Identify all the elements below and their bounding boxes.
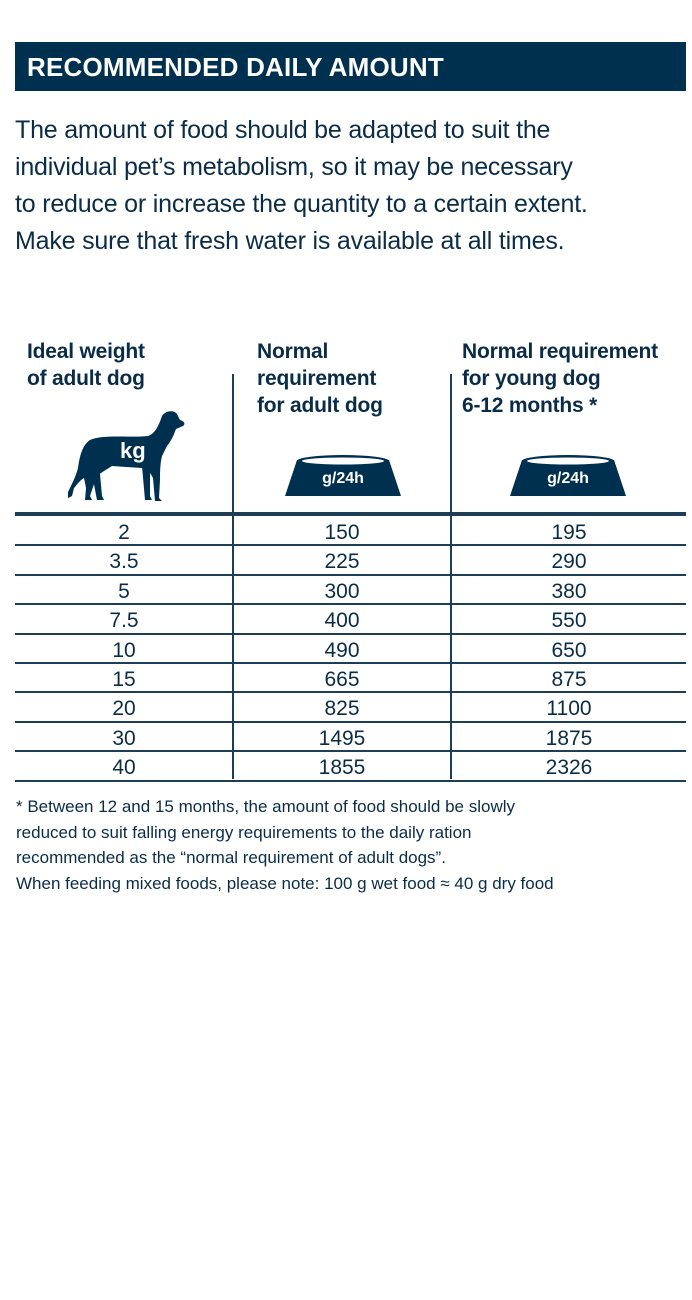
table-cell: 380 (551, 579, 587, 603)
intro-line: Make sure that fresh water is available … (15, 227, 565, 255)
table-cell: 1495 (318, 726, 366, 750)
row-divider (15, 691, 686, 694)
table-cell: 40 (112, 756, 136, 780)
header-line: for adult dog (257, 394, 383, 417)
section-header: RECOMMENDED DAILY AMOUNT (15, 42, 686, 91)
header-rule (15, 512, 686, 516)
row-divider (15, 750, 686, 753)
intro-text: The amount of food should be adapted to … (15, 112, 687, 260)
table-cell: 300 (324, 579, 360, 603)
table-cell: 665 (324, 668, 360, 691)
column-divider (450, 374, 452, 779)
column-header-weight: Ideal weight of adult dog (27, 338, 145, 392)
header-line: requirement (257, 367, 377, 390)
header-line: Ideal weight (27, 340, 145, 363)
header-line: of adult dog (27, 367, 145, 390)
row-divider (15, 632, 686, 635)
section-title: RECOMMENDED DAILY AMOUNT (27, 52, 444, 82)
table-cell: 195 (551, 521, 587, 544)
bowl-unit: g/24h (547, 470, 589, 487)
column-header-young: Normal requirement for young dog 6-12 mo… (462, 338, 658, 419)
footnote: * Between 12 and 15 months, the amount o… (16, 794, 686, 896)
header-line: for young dog (462, 367, 601, 390)
column-header-adult: Normal requirement for adult dog (257, 338, 383, 419)
row-divider (15, 662, 686, 664)
table-cell: 1100 (546, 697, 592, 721)
intro-line: individual pet’s metabolism, so it may b… (15, 153, 573, 181)
table-cell: 30 (112, 726, 136, 750)
row-divider (15, 573, 686, 576)
table-cell: 1855 (318, 756, 366, 780)
table-cell: 5 (118, 579, 130, 603)
footnote-line: recommended as the “normal requirement o… (16, 848, 446, 867)
food-bowl-icon: g/24h (508, 452, 628, 498)
table-cell: 15 (112, 668, 136, 691)
table-cell: 290 (551, 550, 587, 574)
table-cell: 10 (112, 638, 136, 662)
food-bowl-icon: g/24h (283, 452, 403, 498)
table-cell: 3.5 (109, 550, 139, 574)
footnote-line: When feeding mixed foods, please note: 1… (16, 873, 554, 893)
header-line: Normal requirement (462, 340, 658, 363)
table-cell: 875 (551, 668, 587, 691)
table-cell: 825 (324, 697, 360, 721)
table-cell: 1875 (545, 726, 593, 750)
bowl-unit: g/24h (322, 470, 364, 487)
weight-unit: kg (120, 438, 146, 463)
table-cell: 400 (324, 609, 360, 633)
intro-line: to reduce or increase the quantity to a … (15, 190, 588, 218)
table-cell: 2326 (545, 756, 593, 780)
footnote-line: * Between 12 and 15 months, the amount o… (16, 797, 515, 816)
table-cell: 20 (112, 697, 136, 721)
table-cell: 2 (118, 521, 130, 544)
row-divider (15, 603, 686, 606)
row-divider (15, 779, 686, 782)
table-cell: 550 (551, 609, 587, 633)
table-cell: 225 (324, 550, 360, 574)
header-line: 6-12 months * (462, 394, 598, 417)
row-divider (15, 720, 686, 723)
table-cell: 490 (324, 638, 360, 662)
footnote-line: reduced to suit falling energy requireme… (16, 822, 472, 842)
column-divider (232, 374, 234, 779)
table-cell: 7.5 (109, 609, 139, 633)
intro-line: The amount of food should be adapted to … (15, 116, 551, 144)
dog-icon: kg (62, 408, 188, 504)
header-line: Normal (257, 340, 329, 363)
row-divider (15, 544, 686, 547)
table-cell: 650 (551, 638, 587, 662)
table-cell: 150 (324, 521, 360, 544)
